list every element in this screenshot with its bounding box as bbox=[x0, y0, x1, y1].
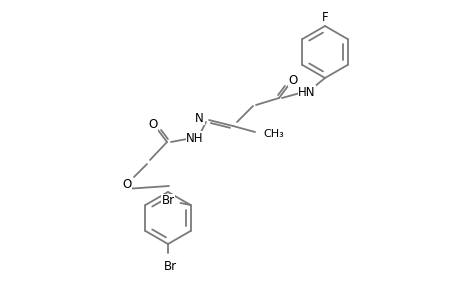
Text: F: F bbox=[321, 11, 328, 23]
Text: Br: Br bbox=[163, 260, 176, 273]
Text: O: O bbox=[122, 178, 131, 190]
Text: N: N bbox=[195, 112, 203, 124]
Text: O: O bbox=[288, 74, 297, 86]
Text: O: O bbox=[148, 118, 157, 130]
Text: NH: NH bbox=[186, 131, 203, 145]
Text: CH₃: CH₃ bbox=[263, 129, 283, 139]
Text: HN: HN bbox=[297, 85, 315, 98]
Text: Br: Br bbox=[161, 194, 174, 208]
